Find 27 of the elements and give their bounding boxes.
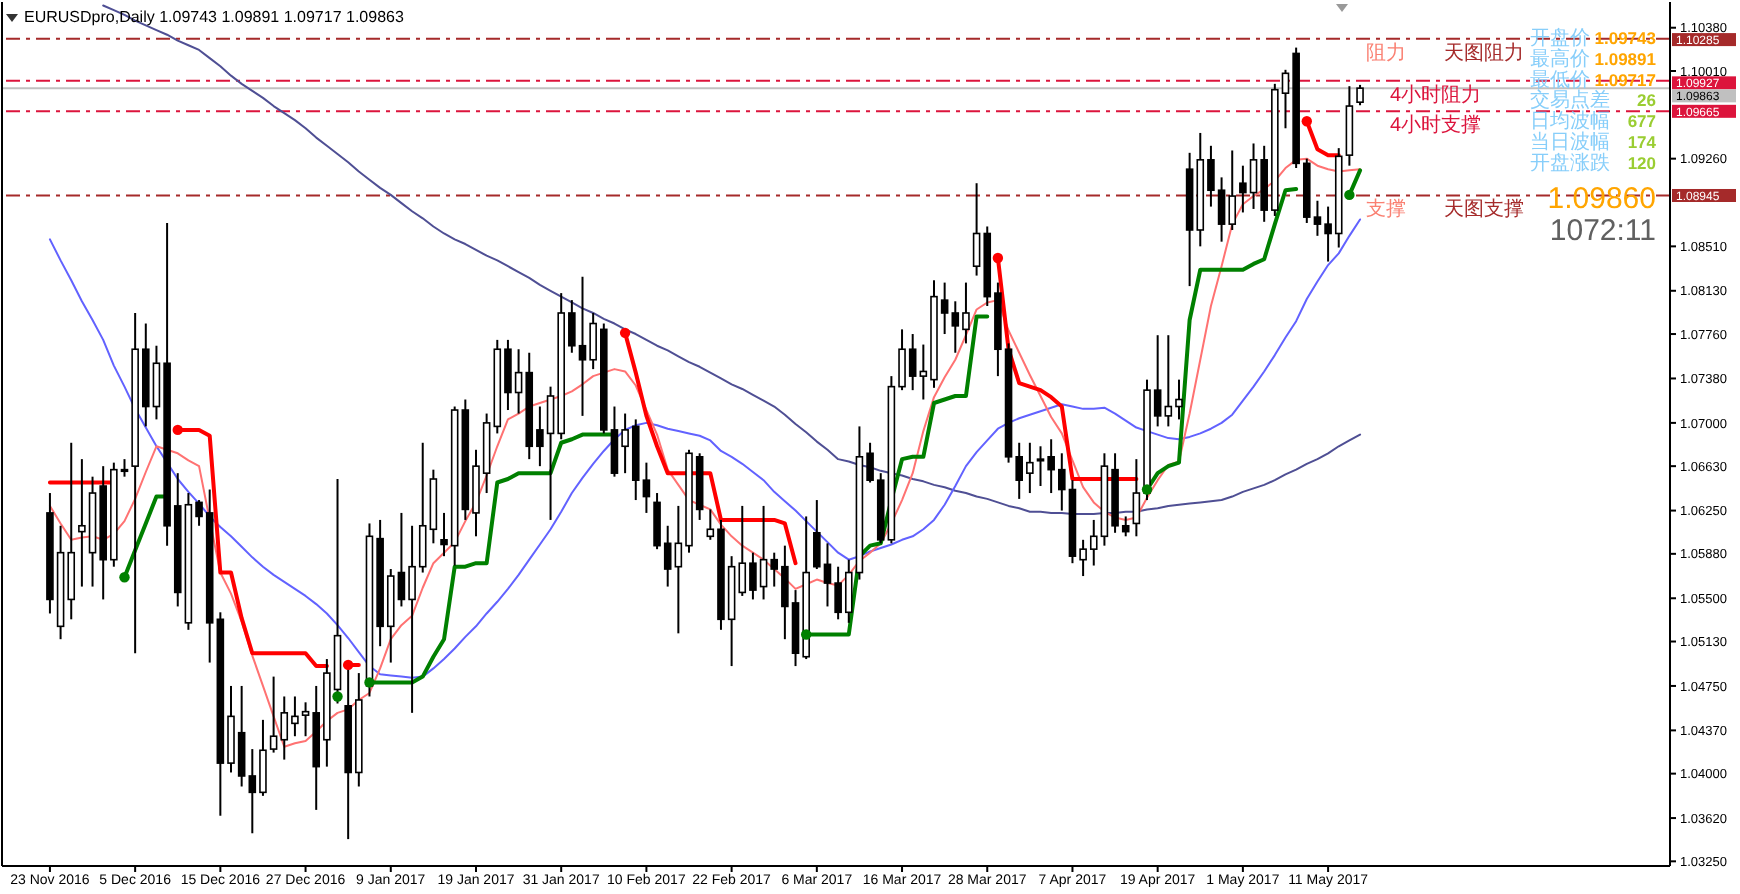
point [332, 691, 343, 702]
text: 开盘涨跌 120 [1530, 150, 1657, 175]
point [1344, 189, 1355, 201]
point [172, 424, 183, 436]
text: 1.09860 [1547, 182, 1656, 216]
candlestick [1356, 83, 1364, 107]
text: 交易点差 26 [1530, 90, 1656, 113]
text: 日均波幅 677 [1530, 109, 1657, 134]
point [1301, 116, 1312, 127]
annotation: 天图阻力 [1444, 40, 1524, 65]
point [619, 327, 631, 339]
annotation: 阻力 [1366, 40, 1406, 65]
point [1141, 484, 1153, 495]
point [364, 677, 375, 688]
text: 最高价 1.09891 [1530, 46, 1657, 71]
point [800, 629, 812, 640]
line-series [48, 218, 1362, 679]
text: 1072:11 [1549, 214, 1656, 248]
annotation: 天图支撑 [1444, 197, 1524, 222]
text: 当日波幅 174 [1530, 130, 1657, 154]
annotation: 4小时支撑 [1390, 113, 1482, 138]
annotation: 4小时阻力 [1390, 82, 1482, 107]
point [992, 252, 1004, 264]
point [119, 572, 130, 583]
annotation: 支撑 [1366, 197, 1406, 222]
point [342, 659, 354, 671]
line-series [48, 157, 1362, 748]
